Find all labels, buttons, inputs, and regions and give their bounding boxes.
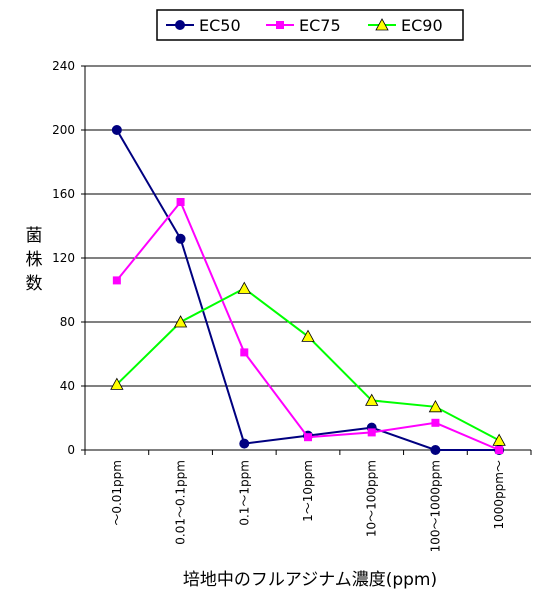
data-point [112,276,121,285]
legend-swatch-marker [276,21,284,29]
x-axis-title: 培地中のフルアジナム濃度(ppm) [183,570,437,590]
data-point [176,198,185,206]
y-tick-label: 160 [52,187,75,201]
data-point [111,125,122,135]
data-point [431,418,440,427]
y-tick-labels: 0 40 80 120 160 200 240 [52,59,75,457]
series-ec75 [112,198,504,454]
x-tick-labels: ～0.01ppm 0.01～0.1ppm 0.1～1ppm 1～10ppm 10～100… [110,460,506,552]
data-point [173,315,188,328]
legend: EC50 EC75 EC90 [156,9,464,41]
legend-label: EC75 [299,16,341,35]
legend-label: EC90 [401,16,443,35]
x-tick-label: ～0.01ppm [110,460,124,526]
legend-item: EC50 [166,16,241,35]
y-tick-label: 40 [60,379,75,393]
data-point [428,399,443,413]
y-tick-label: 240 [52,59,75,73]
data-point [110,377,124,390]
data-point [175,233,186,244]
data-point [301,329,315,342]
series-line [116,287,500,442]
x-tick-label: 100～1000ppm [428,460,442,552]
legend-box [156,9,464,41]
legend-item: EC90 [368,16,443,35]
x-tick-label: 1000ppm～ [492,460,506,529]
data-point [240,348,249,357]
y-axis-title-char-2: 株 [26,250,43,270]
data-point [304,433,312,442]
data-point [367,428,376,437]
data-point [492,433,506,446]
legend-swatch-marker [375,18,389,31]
data-point [237,281,251,294]
y-axis-title-char-3: 数 [26,274,43,294]
x-tick-label: 1～10ppm [301,460,315,522]
legend-label: EC50 [199,16,241,35]
series-ec90 [110,281,506,446]
y-tick-label: 80 [60,315,75,329]
y-axis-title-char-1: 菌 [26,226,43,246]
series-line [115,129,500,451]
series-line [116,200,500,451]
x-tick-label: 0.01～0.1ppm [174,460,188,545]
y-tick-label: 120 [52,251,75,265]
x-tick-label: 10～100ppm [365,460,379,537]
gridlines [81,65,532,455]
data-point [365,393,379,406]
data-point [495,446,504,454]
series-ec50 [111,125,505,455]
series [110,125,506,455]
legend-item: EC75 [266,16,341,35]
data-point [239,438,250,449]
data-point [430,445,441,455]
y-tick-label: 200 [52,123,75,137]
legend-items: EC50 EC75 EC90 [166,16,443,35]
y-tick-label: 0 [67,443,75,457]
x-tick-label: 0.1～1ppm [237,460,251,526]
legend-swatch-marker [175,20,185,30]
